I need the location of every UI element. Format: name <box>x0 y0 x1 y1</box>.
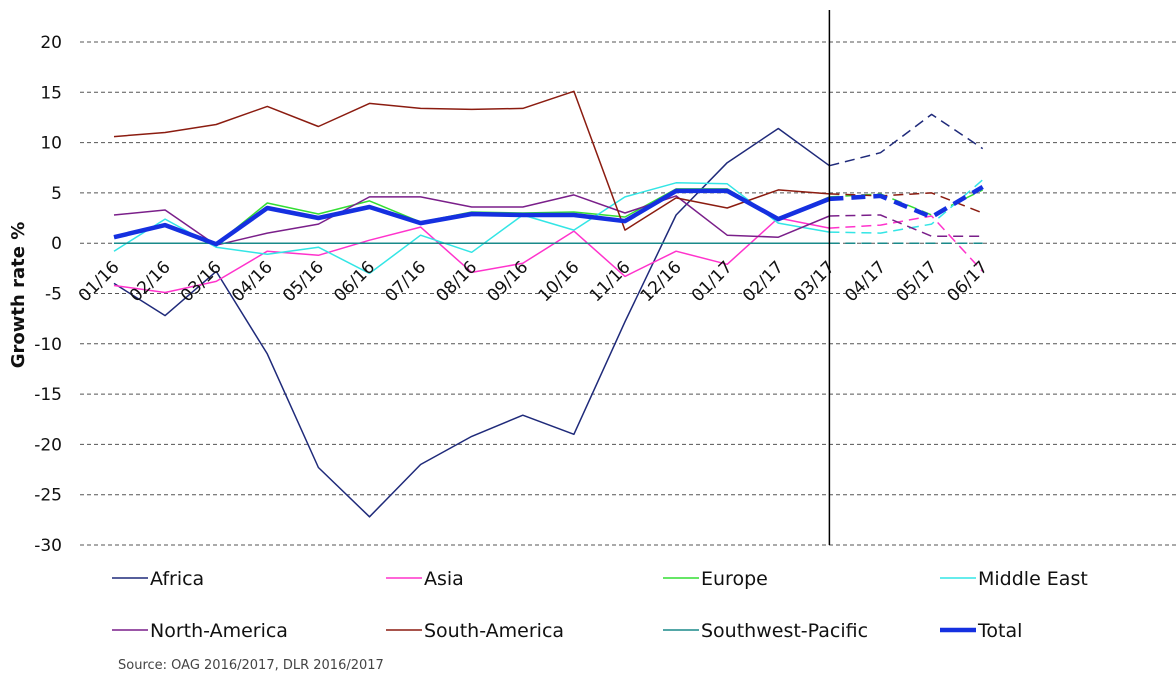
x-tick-label: 04/17 <box>841 257 890 306</box>
x-tick-label: 11/16 <box>586 257 635 306</box>
y-tick-label: 10 <box>40 134 62 154</box>
series-line-middle-east <box>113 182 830 275</box>
legend-item-middle-east: Middle East <box>940 568 1088 590</box>
series-line-asia <box>113 217 830 294</box>
legend: Africa Asia Europe Middle East North-America… <box>112 568 1088 642</box>
x-tick-label: 02/16 <box>126 257 175 306</box>
legend-label: North-America <box>150 620 288 642</box>
legend-item-europe: Europe <box>663 568 768 590</box>
x-tick-label: 06/17 <box>943 257 992 306</box>
series-line-south-america <box>113 90 830 231</box>
y-axis-title: Growth rate % <box>8 222 29 368</box>
legend-label: Europe <box>701 568 768 590</box>
series-line-total <box>113 188 831 247</box>
series-lines <box>113 90 984 518</box>
x-tick-label: 04/16 <box>228 257 277 306</box>
legend-label: South-America <box>424 620 564 642</box>
series-forecast-total <box>829 184 984 220</box>
series-north-america <box>113 194 983 246</box>
series-forecast-africa <box>829 113 984 167</box>
x-tick-label: 01/17 <box>688 257 737 306</box>
x-tick-label: 03/17 <box>790 257 839 306</box>
legend-item-north-america: North-America <box>112 620 288 642</box>
legend-label: Africa <box>150 568 204 590</box>
y-tick-label: -20 <box>34 435 62 455</box>
x-axis-labels: 01/16 02/16 03/16 04/16 05/16 06/16 07/16 08/16… <box>75 257 992 306</box>
y-tick-label: 5 <box>51 184 62 204</box>
x-tick-label: 05/16 <box>279 257 328 306</box>
series-line-europe <box>113 188 830 245</box>
series-asia <box>113 215 984 294</box>
x-tick-label: 06/16 <box>330 257 379 306</box>
legend-item-total: Total <box>940 620 1022 642</box>
x-tick-label: 07/16 <box>381 257 430 306</box>
legend-item-africa: Africa <box>112 568 204 590</box>
series-africa <box>113 113 984 518</box>
source-note: Source: OAG 2016/2017, DLR 2016/2017 <box>118 658 384 673</box>
x-tick-label: 03/16 <box>177 257 226 306</box>
x-tick-label: 01/16 <box>75 257 124 306</box>
y-tick-label: 15 <box>40 83 62 103</box>
legend-label: Total <box>977 620 1022 642</box>
x-tick-label: 08/16 <box>432 257 481 306</box>
legend-item-asia: Asia <box>386 568 464 590</box>
series-line-africa <box>113 127 830 518</box>
x-tick-label: 02/17 <box>739 257 788 306</box>
legend-label: Southwest-Pacific <box>701 620 868 642</box>
y-tick-label: -5 <box>45 285 62 305</box>
series-forecast-asia <box>829 215 984 272</box>
x-tick-label: 05/17 <box>892 257 941 306</box>
series-total <box>113 184 984 247</box>
y-tick-label: -30 <box>34 536 62 556</box>
legend-label: Asia <box>424 568 464 590</box>
y-tick-label: 0 <box>51 234 62 254</box>
y-axis-ticks: 20 15 10 5 0 -5 -10 -15 -20 -25 -30 <box>34 33 62 556</box>
series-forecast-north-america <box>829 214 983 237</box>
x-tick-label: 10/16 <box>535 257 584 306</box>
y-tick-label: 20 <box>40 33 62 53</box>
legend-item-south-america: South-America <box>386 620 564 642</box>
y-tick-label: -15 <box>34 385 62 405</box>
series-south-america <box>113 90 983 231</box>
legend-item-southwest-pacific: Southwest-Pacific <box>663 620 868 642</box>
x-tick-label: 09/16 <box>484 257 533 306</box>
y-tick-label: -10 <box>34 335 62 355</box>
y-tick-label: -25 <box>34 486 62 506</box>
series-line-north-america <box>113 194 830 246</box>
legend-label: Middle East <box>978 568 1088 590</box>
